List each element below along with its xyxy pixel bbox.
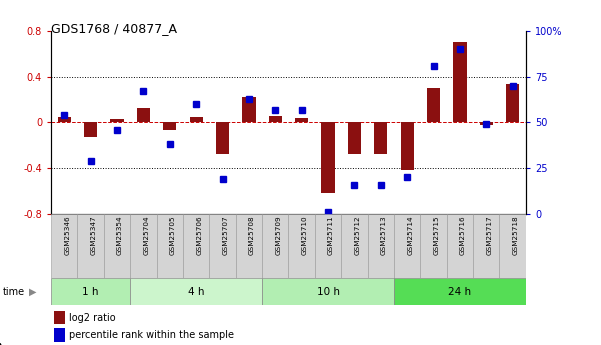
Bar <box>368 214 394 278</box>
Text: GSM25705: GSM25705 <box>170 216 175 255</box>
Text: ▶: ▶ <box>29 287 36 296</box>
Bar <box>394 278 526 305</box>
Bar <box>288 214 315 278</box>
Text: 1 h: 1 h <box>82 287 99 296</box>
Bar <box>216 122 229 155</box>
Bar <box>58 117 71 122</box>
Text: GSM25716: GSM25716 <box>460 216 466 255</box>
Text: 24 h: 24 h <box>448 287 472 296</box>
Bar <box>394 214 420 278</box>
Text: GSM25715: GSM25715 <box>433 216 439 255</box>
Text: GSM25706: GSM25706 <box>196 216 202 255</box>
Text: 4 h: 4 h <box>188 287 204 296</box>
Bar <box>420 214 447 278</box>
Bar <box>269 116 282 122</box>
Text: GSM25704: GSM25704 <box>144 216 150 255</box>
Bar <box>401 122 413 170</box>
Bar <box>262 214 288 278</box>
Bar <box>473 214 499 278</box>
Bar <box>157 214 183 278</box>
Text: GSM25714: GSM25714 <box>407 216 413 255</box>
Bar <box>427 88 440 122</box>
Bar <box>453 42 466 122</box>
Bar <box>51 278 130 305</box>
Text: GSM25717: GSM25717 <box>486 216 492 255</box>
Bar <box>348 122 361 155</box>
Text: percentile rank within the sample: percentile rank within the sample <box>69 330 234 340</box>
Bar <box>480 122 493 125</box>
Bar <box>78 214 104 278</box>
Bar <box>163 122 176 130</box>
Text: GSM25347: GSM25347 <box>91 216 97 255</box>
Text: GSM25709: GSM25709 <box>275 216 281 255</box>
Text: GDS1768 / 40877_A: GDS1768 / 40877_A <box>51 22 177 36</box>
Bar <box>209 214 236 278</box>
Bar <box>315 214 341 278</box>
Text: GSM25354: GSM25354 <box>117 216 123 255</box>
Bar <box>51 214 78 278</box>
Text: GSM25708: GSM25708 <box>249 216 255 255</box>
Bar <box>236 214 262 278</box>
Text: GSM25710: GSM25710 <box>302 216 308 255</box>
Text: GSM25346: GSM25346 <box>64 216 70 255</box>
Bar <box>104 214 130 278</box>
Bar <box>322 122 335 193</box>
Text: 10 h: 10 h <box>317 287 340 296</box>
Bar <box>54 328 65 342</box>
Text: GSM25707: GSM25707 <box>222 216 228 255</box>
Text: time: time <box>3 287 25 296</box>
Bar <box>295 118 308 122</box>
Bar <box>183 214 209 278</box>
Bar <box>189 117 203 122</box>
Bar <box>84 122 97 137</box>
Bar <box>54 311 65 324</box>
Bar <box>447 214 473 278</box>
Bar <box>242 97 255 122</box>
Bar <box>130 278 262 305</box>
Text: GSM25711: GSM25711 <box>328 216 334 255</box>
Bar <box>499 214 526 278</box>
Bar <box>137 108 150 122</box>
Bar <box>506 83 519 122</box>
Text: GSM25713: GSM25713 <box>381 216 387 255</box>
Text: GSM25718: GSM25718 <box>513 216 519 255</box>
Bar <box>130 214 157 278</box>
Bar <box>262 278 394 305</box>
Bar <box>374 122 388 155</box>
Text: log2 ratio: log2 ratio <box>69 313 116 323</box>
Text: GSM25712: GSM25712 <box>355 216 361 255</box>
Bar <box>111 119 124 122</box>
Bar <box>341 214 368 278</box>
